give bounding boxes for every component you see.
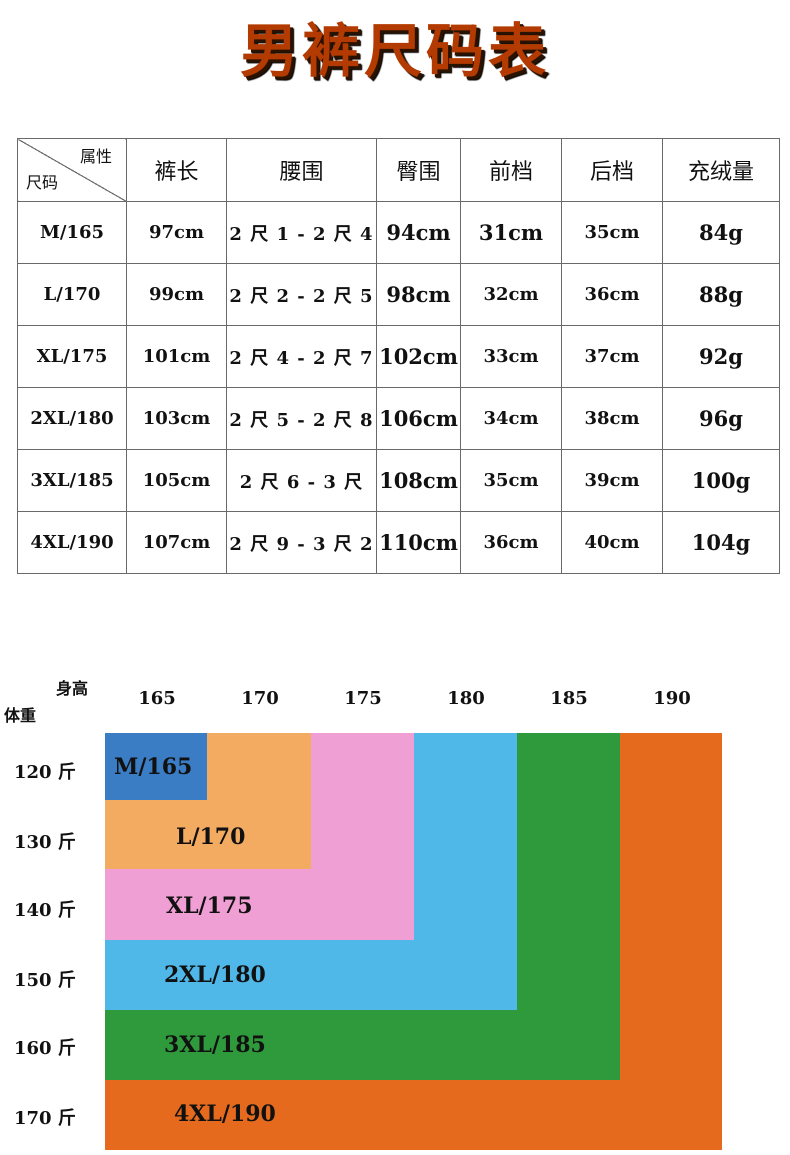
header-length: 裤长	[126, 138, 227, 202]
size-block-m-165	[105, 733, 207, 800]
front-rise-cell: 32cm	[460, 263, 562, 326]
table-row: 4XL/190 107cm 2 尺 9 - 3 尺 2 110cm 36cm 4…	[17, 511, 780, 574]
hip-cell: 106cm	[376, 387, 461, 450]
height-tick: 180	[447, 688, 485, 709]
waist-cell: 2 尺 9 - 3 尺 2	[226, 511, 377, 574]
header-hip: 臀围	[376, 138, 461, 202]
length-cell: 105cm	[126, 449, 227, 512]
length-cell: 107cm	[126, 511, 227, 574]
size-label-2xl-180: 2XL/180	[164, 962, 266, 988]
waist-cell: 2 尺 6 - 3 尺	[226, 449, 377, 512]
waist-cell: 2 尺 5 - 2 尺 8	[226, 387, 377, 450]
header-fill-weight: 充绒量	[662, 138, 780, 202]
table-row: 3XL/185 105cm 2 尺 6 - 3 尺 108cm 35cm 39c…	[17, 449, 780, 512]
length-cell: 97cm	[126, 201, 227, 264]
fill-weight-cell: 88g	[662, 263, 780, 326]
table-header-row: 属性 尺码 裤长 腰围 臀围 前档 后档 充绒量	[17, 138, 780, 202]
size-cell: L/170	[17, 263, 127, 326]
weight-tick: 170 斤	[14, 1108, 76, 1129]
fill-weight-cell: 100g	[662, 449, 780, 512]
size-label-3xl-185: 3XL/185	[164, 1032, 266, 1058]
weight-tick: 160 斤	[14, 1038, 76, 1059]
header-waist: 腰围	[226, 138, 377, 202]
table-corner-cell: 属性 尺码	[17, 138, 127, 202]
height-tick: 165	[138, 688, 176, 709]
back-rise-cell: 40cm	[561, 511, 663, 574]
length-cell: 99cm	[126, 263, 227, 326]
fill-weight-cell: 104g	[662, 511, 780, 574]
corner-size-label: 尺码	[26, 173, 59, 192]
length-cell: 101cm	[126, 325, 227, 388]
length-cell: 103cm	[126, 387, 227, 450]
hip-cell: 98cm	[376, 263, 461, 326]
table-row: XL/175 101cm 2 尺 4 - 2 尺 7 102cm 33cm 37…	[17, 325, 780, 388]
header-back-rise: 后档	[561, 138, 663, 202]
table-row: L/170 99cm 2 尺 2 - 2 尺 5 98cm 32cm 36cm …	[17, 263, 780, 326]
size-label-m-165: M/165	[114, 754, 193, 780]
fill-weight-cell: 92g	[662, 325, 780, 388]
corner-attribute-label: 属性	[79, 147, 112, 166]
front-rise-cell: 36cm	[460, 511, 562, 574]
back-rise-cell: 36cm	[561, 263, 663, 326]
size-cell: 2XL/180	[17, 387, 127, 450]
table-row: 2XL/180 103cm 2 尺 5 - 2 尺 8 106cm 34cm 3…	[17, 387, 780, 450]
height-tick: 170	[241, 688, 279, 709]
weight-tick: 150 斤	[14, 970, 76, 991]
waist-cell: 2 尺 4 - 2 尺 7	[226, 325, 377, 388]
weight-tick: 120 斤	[14, 762, 76, 783]
front-rise-cell: 34cm	[460, 387, 562, 450]
hip-cell: 110cm	[376, 511, 461, 574]
hip-cell: 108cm	[376, 449, 461, 512]
page-title: 男裤尺码表	[239, 17, 550, 85]
height-tick: 185	[550, 688, 588, 709]
height-tick: 175	[344, 688, 382, 709]
height-tick: 190	[653, 688, 691, 709]
back-rise-cell: 39cm	[561, 449, 663, 512]
size-label-l-170: L/170	[176, 824, 246, 850]
back-rise-cell: 35cm	[561, 201, 663, 264]
back-rise-cell: 37cm	[561, 325, 663, 388]
size-cell: XL/175	[17, 325, 127, 388]
size-label-4xl-190: 4XL/190	[174, 1101, 276, 1127]
fill-weight-cell: 96g	[662, 387, 780, 450]
size-cell: M/165	[17, 201, 127, 264]
front-rise-cell: 33cm	[460, 325, 562, 388]
table-row: M/165 97cm 2 尺 1 - 2 尺 4 94cm 31cm 35cm …	[17, 201, 780, 264]
hip-cell: 94cm	[376, 201, 461, 264]
size-label-xl-175: XL/175	[166, 893, 253, 919]
weight-tick: 140 斤	[14, 900, 76, 921]
header-front-rise: 前档	[460, 138, 562, 202]
height-axis-label: 身高	[56, 679, 89, 698]
front-rise-cell: 31cm	[460, 201, 562, 264]
fill-weight-cell: 84g	[662, 201, 780, 264]
size-cell: 3XL/185	[17, 449, 127, 512]
hip-cell: 102cm	[376, 325, 461, 388]
front-rise-cell: 35cm	[460, 449, 562, 512]
waist-cell: 2 尺 1 - 2 尺 4	[226, 201, 377, 264]
weight-axis-label: 体重	[4, 706, 37, 725]
back-rise-cell: 38cm	[561, 387, 663, 450]
size-table: 属性 尺码 裤长 腰围 臀围 前档 后档 充绒量 M/165 97cm 2 尺 …	[17, 138, 780, 574]
size-cell: 4XL/190	[17, 511, 127, 574]
waist-cell: 2 尺 2 - 2 尺 5	[226, 263, 377, 326]
weight-tick: 130 斤	[14, 832, 76, 853]
